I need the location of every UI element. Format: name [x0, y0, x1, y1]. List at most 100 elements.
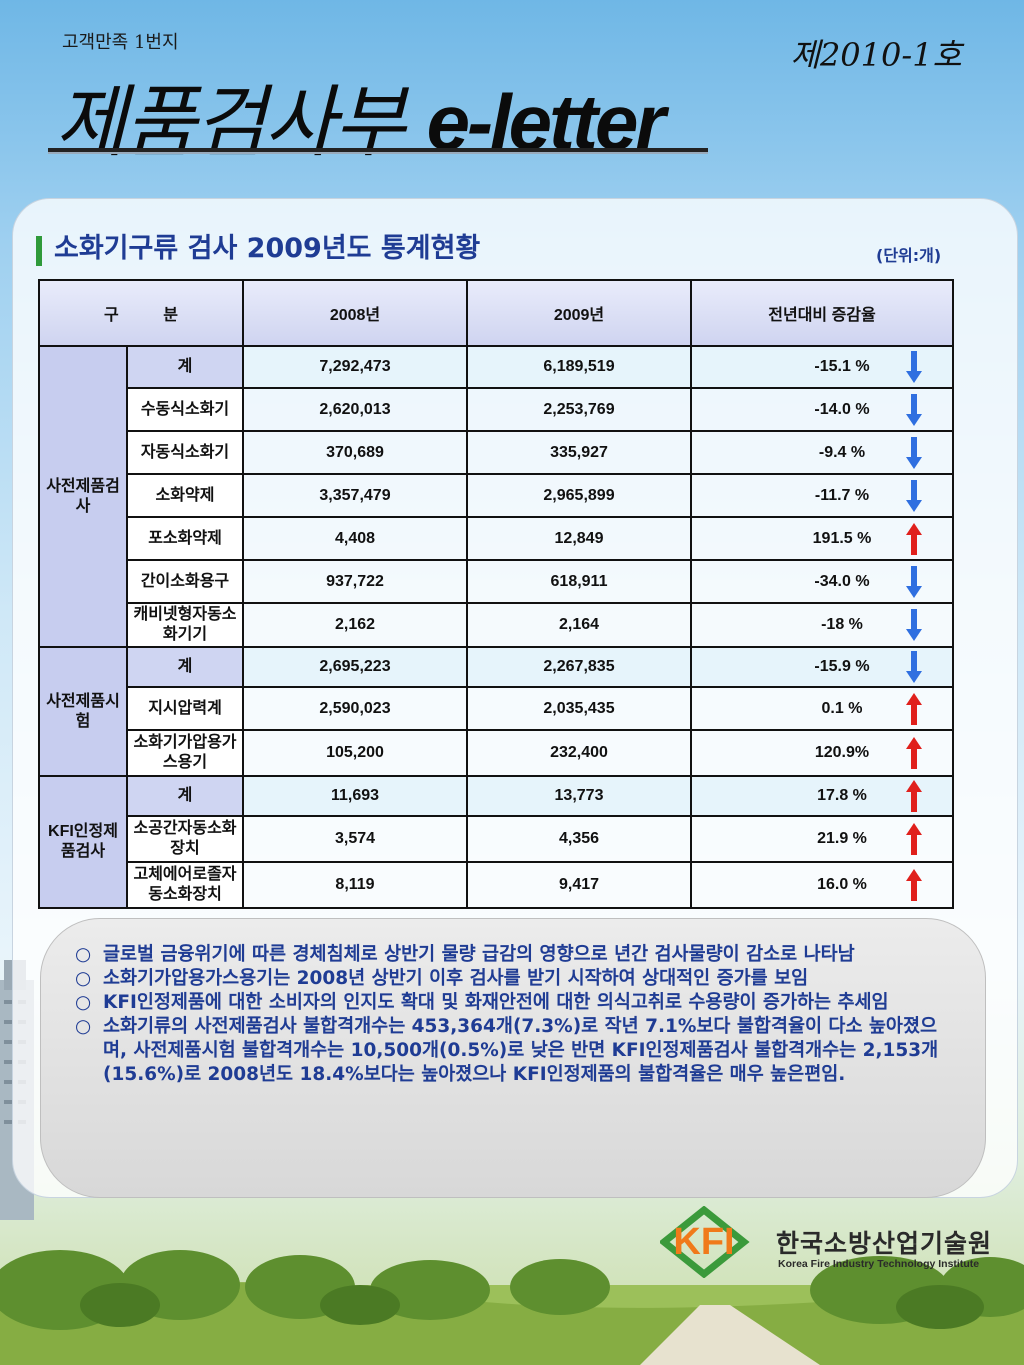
note-text: 소화기가압용가스용기는 2008년 상반기 이후 검사를 받기 시작하여 상대적…	[103, 968, 809, 989]
group-label: 사전제품시험	[38, 646, 128, 777]
table-row: 지시압력계 2,590,023 2,035,435 0.1 %	[39, 686, 954, 731]
rate-cell: 17.8 %	[690, 775, 954, 817]
table-row: 자동식소화기 370,689 335,927 -9.4 %	[39, 430, 954, 475]
value-2008: 105,200	[242, 729, 468, 777]
rate-value: 16.0 %	[817, 876, 867, 893]
row-item-name: 고체에어로졸자동소화장치	[126, 861, 244, 909]
rate-value: 0.1 %	[821, 699, 863, 717]
value-2008: 937,722	[242, 559, 468, 604]
row-item-name: 자동식소화기	[126, 430, 244, 475]
rate-value: -11.7 %	[814, 486, 870, 504]
arrow-up-icon	[906, 869, 922, 901]
value-2008: 7,292,473	[242, 345, 468, 389]
rate-cell: -18 %	[690, 602, 954, 648]
value-2009: 2,164	[466, 602, 692, 648]
rate-value: 17.8 %	[817, 787, 867, 804]
org-name-english: Korea Fire Industry Technology Institute	[778, 1258, 980, 1270]
value-2009: 12,849	[466, 516, 692, 561]
row-item-name: 소공간자동소화장치	[126, 815, 244, 863]
kfi-logo: KFI	[660, 1206, 750, 1278]
arrow-down-icon	[906, 609, 922, 641]
value-2008: 2,162	[242, 602, 468, 648]
note-item: ○ 소화기가압용가스용기는 2008년 상반기 이후 검사를 받기 시작하여 상대…	[75, 967, 949, 991]
title-korean: 제품검사부	[55, 78, 406, 168]
row-item-name: 지시압력계	[126, 686, 244, 731]
row-item-name: 소화약제	[126, 473, 244, 518]
note-text: 소화기류의 사전제품검사 불합격개수는 453,364개(7.3%)로 작년 7…	[103, 1016, 939, 1085]
table-row: 포소화약제 4,408 12,849 191.5 %	[39, 516, 954, 561]
table-row: 소공간자동소화장치 3,574 4,356 21.9 %	[39, 815, 954, 863]
note-item: ○ KFI인정제품에 대한 소비자의 인지도 확대 및 화재안전에 대한 의식고취…	[75, 991, 949, 1015]
row-item-name: 계	[126, 646, 244, 688]
arrow-up-icon	[906, 692, 922, 725]
notes-list: ○ 글로벌 금융위기에 따른 경체침체로 상반기 물량 급감의 영향으로 년간 검…	[41, 919, 985, 1087]
arrow-down-icon	[906, 436, 922, 469]
value-2009: 2,965,899	[466, 473, 692, 518]
org-name-korean: 한국소방산업기술원	[776, 1229, 993, 1258]
rate-value: 191.5 %	[812, 529, 872, 547]
arrow-down-icon	[906, 651, 922, 683]
arrow-down-icon	[906, 393, 922, 426]
table-row: KFI인정제품검사 계 11,693 13,773 17.8 %	[38, 775, 954, 909]
table-row: 수동식소화기 2,620,013 2,253,769 -14.0 %	[39, 387, 954, 432]
park-illustration	[0, 1250, 1024, 1365]
title-english: e-letter	[426, 78, 666, 166]
rate-cell: -9.4 %	[690, 430, 954, 475]
value-2008: 2,695,223	[242, 646, 468, 688]
table-row: 사전제품시험 계 2,695,223 2,267,835 -15.9 %	[38, 646, 954, 777]
row-item-name: 포소화약제	[126, 516, 244, 561]
rate-value: -15.9 %	[814, 658, 870, 675]
rate-value: 21.9 %	[817, 830, 867, 847]
rate-value: -14.0 %	[814, 400, 870, 418]
group-label: KFI인정제품검사	[38, 775, 128, 909]
unit-label: (단위:개)	[876, 246, 942, 265]
rate-value: -34.0 %	[814, 572, 870, 590]
row-item-name: 계	[126, 775, 244, 817]
arrow-up-icon	[906, 823, 922, 855]
row-item-name: 캐비넷형자동소화기기	[126, 602, 244, 648]
rate-cell: -15.1 %	[690, 345, 954, 389]
rate-cell: 0.1 %	[690, 686, 954, 731]
note-text: KFI인정제품에 대한 소비자의 인지도 확대 및 화재안전에 대한 의식고취로…	[103, 992, 889, 1013]
value-2009: 9,417	[466, 861, 692, 909]
value-2008: 370,689	[242, 430, 468, 475]
value-2009: 2,267,835	[466, 646, 692, 688]
note-text: 글로벌 금융위기에 따른 경체침체로 상반기 물량 급감의 영향으로 년간 검사…	[103, 944, 855, 965]
note-item: ○ 글로벌 금융위기에 따른 경체침체로 상반기 물량 급감의 영향으로 년간 검…	[75, 943, 949, 967]
section-title: 소화기구류 검사 2009년도 통계현황	[54, 233, 481, 264]
value-2008: 2,590,023	[242, 686, 468, 731]
title-underline	[48, 148, 708, 152]
bullet-icon: ○	[75, 944, 92, 965]
rate-cell: -15.9 %	[690, 646, 954, 688]
rate-cell: -34.0 %	[690, 559, 954, 604]
arrow-up-icon	[906, 522, 922, 555]
bullet-icon: ○	[75, 992, 92, 1013]
rate-cell: 191.5 %	[690, 516, 954, 561]
value-2008: 3,574	[242, 815, 468, 863]
arrow-down-icon	[906, 351, 922, 383]
table-row: 사전제품검사 계 7,292,473 6,189,519 -15.1 %	[38, 345, 954, 648]
value-2009: 2,035,435	[466, 686, 692, 731]
group-label: 사전제품검사	[38, 345, 128, 648]
table-row: 고체에어로졸자동소화장치 8,119 9,417 16.0 %	[39, 861, 954, 909]
value-2008: 3,357,479	[242, 473, 468, 518]
value-2009: 618,911	[466, 559, 692, 604]
rate-value: -9.4 %	[818, 443, 866, 461]
table-row: 캐비넷형자동소화기기 2,162 2,164 -18 %	[39, 602, 954, 648]
header-2008: 2008년	[242, 279, 468, 347]
rate-cell: 21.9 %	[690, 815, 954, 863]
arrow-up-icon	[906, 737, 922, 769]
header-rate: 전년대비 증감율	[690, 279, 954, 347]
value-2009: 335,927	[466, 430, 692, 475]
header-2009: 2009년	[466, 279, 692, 347]
statistics-table: 구 분 2008년 2009년 전년대비 증감율 사전제품검사 계 7,292,47…	[38, 279, 954, 909]
header-category: 구 분	[38, 279, 244, 347]
arrow-down-icon	[906, 479, 922, 512]
value-2009: 6,189,519	[466, 345, 692, 389]
rate-value: 120.9%	[814, 744, 870, 761]
value-2008: 8,119	[242, 861, 468, 909]
rate-cell: 16.0 %	[690, 861, 954, 909]
kfi-mark-text: KFI	[673, 1221, 734, 1263]
table-row: 간이소화용구 937,722 618,911 -34.0 %	[39, 559, 954, 604]
summary-notes: ○ 글로벌 금융위기에 따른 경체침체로 상반기 물량 급감의 영향으로 년간 검…	[40, 918, 986, 1198]
